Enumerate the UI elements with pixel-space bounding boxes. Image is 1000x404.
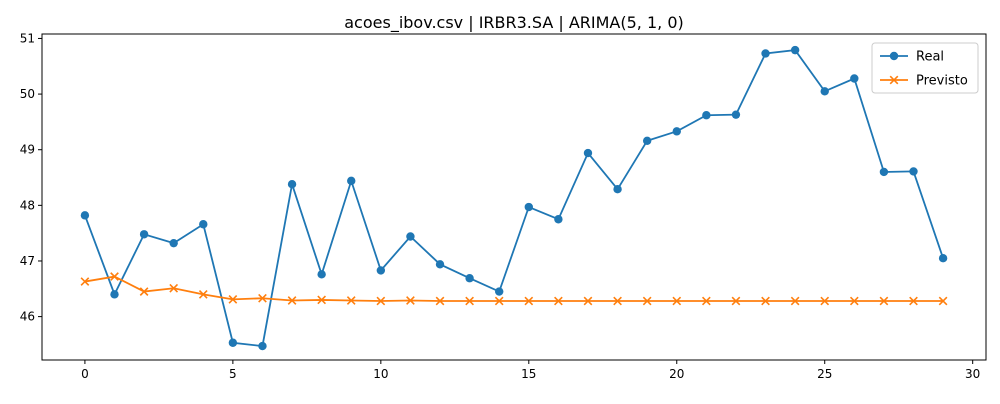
series-line-previsto xyxy=(84,275,944,302)
data-point xyxy=(554,296,563,306)
x-tick-label: 10 xyxy=(373,367,388,381)
y-tick-label: 50 xyxy=(20,87,35,101)
y-tick-label: 48 xyxy=(20,198,35,212)
data-point xyxy=(731,110,741,119)
data-point xyxy=(761,49,770,58)
data-point xyxy=(613,185,622,194)
data-point xyxy=(139,230,149,239)
data-point xyxy=(406,232,415,241)
data-point xyxy=(139,287,149,296)
plot-area xyxy=(41,33,987,361)
data-point xyxy=(110,290,119,299)
data-point xyxy=(672,296,682,306)
x-tick-label: 25 xyxy=(817,367,832,381)
x-tick-label: 0 xyxy=(81,367,89,381)
data-point xyxy=(80,211,90,220)
data-point xyxy=(583,296,593,306)
x-tick-label: 15 xyxy=(521,367,536,381)
y-tick-label: 47 xyxy=(20,254,35,268)
data-point xyxy=(258,293,267,303)
data-point xyxy=(494,296,504,306)
legend-marker xyxy=(889,75,899,85)
chart-title: acoes_ibov.csv | IRBR3.SA | ARIMA(5, 1, … xyxy=(344,13,684,33)
y-tick-label: 46 xyxy=(20,310,35,324)
data-point xyxy=(790,45,800,55)
data-point xyxy=(731,296,741,306)
data-point xyxy=(287,180,297,189)
data-point xyxy=(435,296,445,306)
data-point xyxy=(495,287,504,296)
series-line-real xyxy=(84,49,944,348)
x-tick-label: 5 xyxy=(229,367,237,381)
data-point xyxy=(406,296,415,305)
data-point xyxy=(228,294,238,304)
data-point xyxy=(169,238,178,248)
data-point xyxy=(317,270,326,279)
y-tick-label: 49 xyxy=(20,143,35,157)
y-tick-label: 51 xyxy=(20,31,35,45)
data-point xyxy=(642,136,652,146)
data-point xyxy=(524,296,534,306)
legend-label: Real xyxy=(916,50,944,65)
data-point xyxy=(347,176,356,186)
data-point xyxy=(110,272,119,281)
data-point xyxy=(228,338,238,347)
data-point xyxy=(258,341,267,351)
data-point xyxy=(317,295,327,305)
data-point xyxy=(701,296,711,306)
data-point xyxy=(80,277,90,286)
legend-item-real: Real xyxy=(880,50,944,65)
data-point xyxy=(850,74,859,83)
data-point xyxy=(909,167,918,176)
data-point xyxy=(879,296,889,306)
x-tick-label: 20 xyxy=(669,367,684,381)
data-point xyxy=(435,260,445,269)
data-point xyxy=(287,296,297,305)
data-point xyxy=(790,296,800,306)
data-point xyxy=(642,296,652,306)
data-point xyxy=(938,253,948,263)
data-point xyxy=(672,127,681,136)
data-point xyxy=(376,266,386,275)
legend-item-previsto: Previsto xyxy=(880,74,968,89)
x-axis: 0 5 10 15 20 25 30 xyxy=(81,360,980,381)
data-point xyxy=(465,274,474,283)
series-layer xyxy=(80,45,948,351)
data-point xyxy=(554,215,563,224)
series-real xyxy=(80,45,948,351)
data-point xyxy=(583,148,593,158)
data-point xyxy=(169,283,179,293)
data-point xyxy=(938,296,948,306)
data-point xyxy=(820,296,830,306)
data-point xyxy=(346,296,356,305)
data-point xyxy=(849,296,859,306)
data-point xyxy=(376,296,386,306)
data-point xyxy=(198,289,208,299)
data-point xyxy=(199,220,208,229)
data-point xyxy=(761,296,770,306)
data-point xyxy=(465,296,474,306)
legend-label: Previsto xyxy=(916,74,968,89)
data-point xyxy=(820,87,829,96)
data-point xyxy=(879,167,889,177)
legend-marker xyxy=(889,51,899,61)
series-previsto xyxy=(80,272,948,306)
y-axis: 46 47 48 49 50 51 xyxy=(20,31,42,324)
data-point xyxy=(909,296,918,306)
x-tick-label: 30 xyxy=(965,367,980,381)
data-point xyxy=(613,296,622,306)
data-point xyxy=(702,111,711,120)
data-point xyxy=(524,202,533,212)
legend: Real Previsto xyxy=(871,42,979,94)
